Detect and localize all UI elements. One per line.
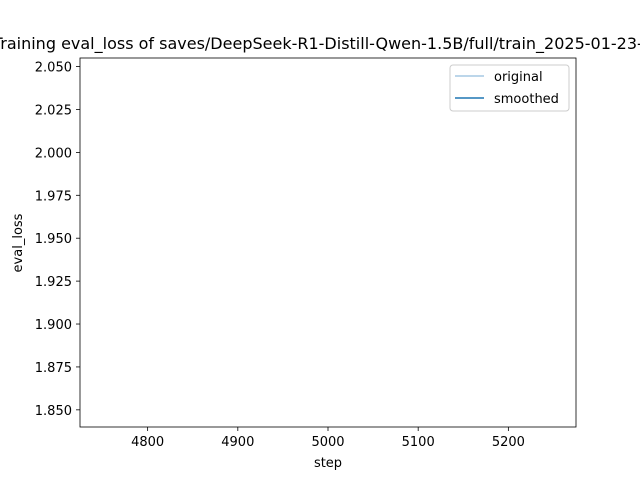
y-tick-label: 1.975	[35, 189, 72, 204]
y-tick-label: 1.950	[35, 232, 72, 247]
y-axis-ticks: 1.850 1.875 1.900 1.925 1.950 1.975 2.000 2.025…	[35, 61, 80, 419]
x-tick-label: 5100	[402, 435, 435, 450]
legend-label-smoothed: smoothed	[494, 92, 559, 107]
y-tick-label: 1.925	[35, 275, 72, 290]
y-tick-label: 1.900	[35, 318, 72, 333]
x-tick-label: 5200	[492, 435, 525, 450]
y-axis-label: eval_loss	[11, 213, 26, 272]
x-tick-label: 4800	[131, 435, 164, 450]
plot-area	[80, 58, 576, 427]
chart-title: Training eval_loss of saves/DeepSeek-R1-…	[0, 34, 640, 54]
x-axis-ticks: 4800 4900 5000 5100 5200	[131, 427, 525, 450]
y-tick-label: 2.050	[35, 61, 72, 76]
y-tick-label: 2.000	[35, 146, 72, 161]
x-tick-label: 5000	[311, 435, 344, 450]
legend-label-original: original	[494, 70, 543, 85]
y-tick-label: 1.850	[35, 404, 72, 419]
y-tick-label: 1.875	[35, 361, 72, 376]
y-tick-label: 2.025	[35, 103, 72, 118]
legend: original smoothed	[449, 64, 570, 112]
x-axis-label: step	[314, 456, 342, 471]
x-tick-label: 4900	[221, 435, 254, 450]
plot-frame	[79, 57, 577, 428]
